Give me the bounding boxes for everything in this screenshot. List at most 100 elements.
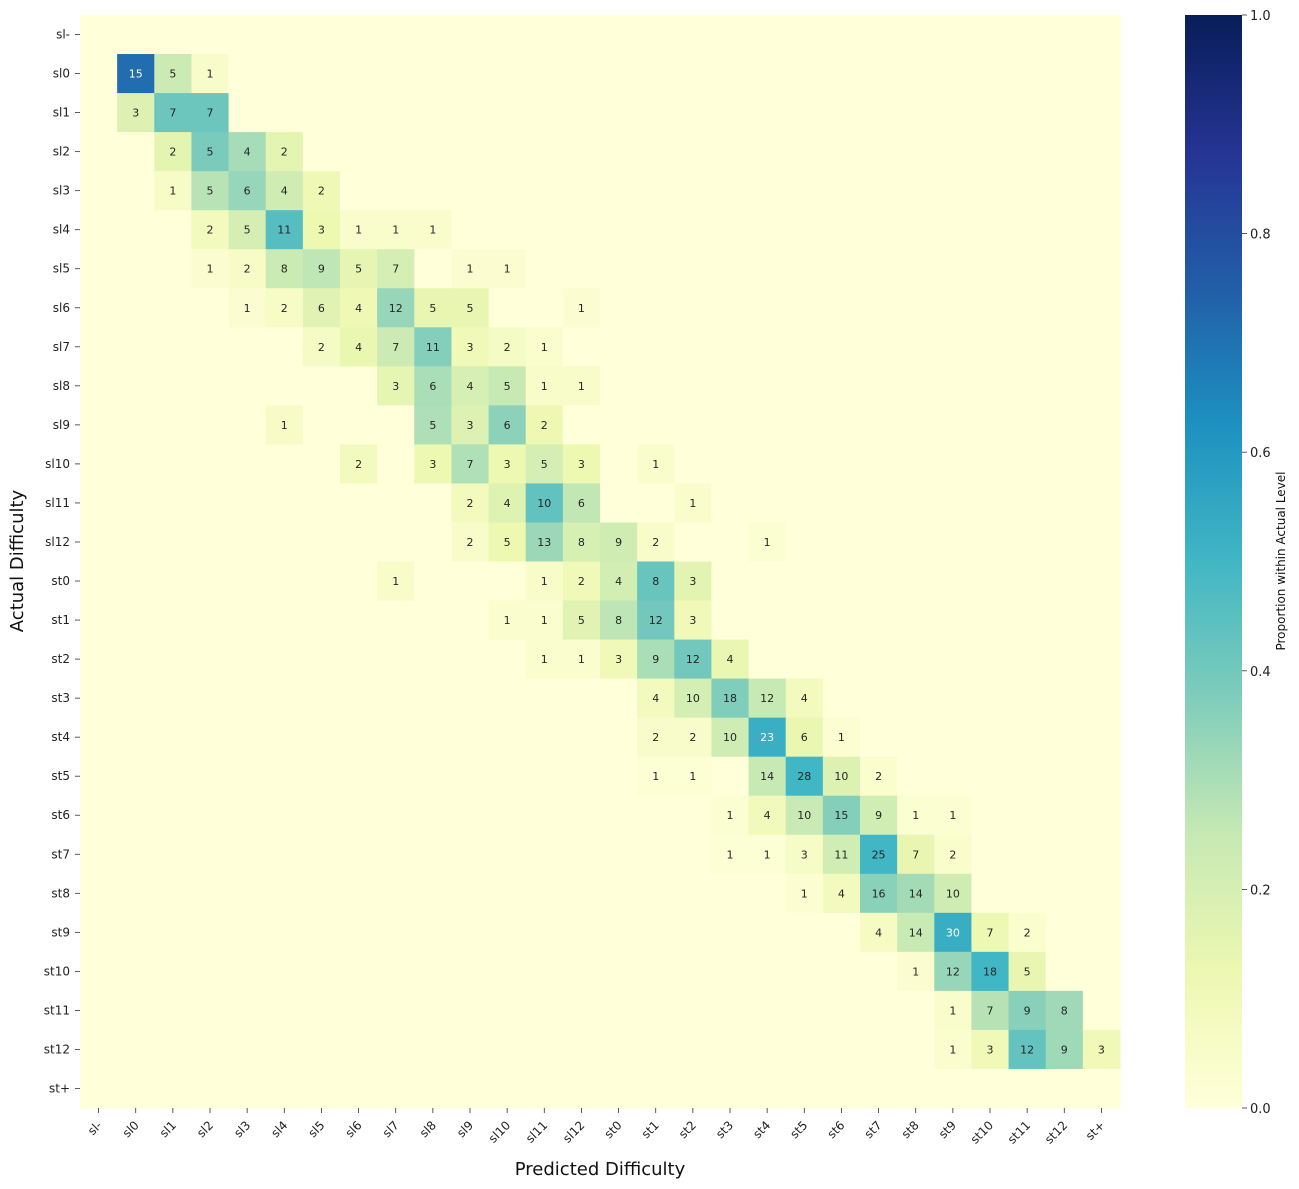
heatmap-cell — [600, 171, 638, 211]
heatmap-cell — [117, 405, 155, 445]
heatmap-cell — [711, 951, 750, 992]
heatmap-cell — [1082, 405, 1121, 445]
heatmap-cell — [822, 483, 861, 524]
heatmap-cell — [414, 54, 453, 94]
heatmap-cell — [600, 522, 638, 563]
heatmap-cell — [302, 951, 341, 992]
heatmap-cell — [191, 444, 230, 485]
x-tick-label: sl7 — [380, 1118, 402, 1140]
heatmap-cell — [302, 54, 341, 94]
heatmap-cell — [302, 15, 341, 55]
heatmap-cell — [265, 132, 304, 172]
heatmap-cell — [562, 405, 601, 445]
heatmap-cell — [340, 873, 378, 914]
heatmap-cell — [1082, 327, 1121, 367]
heatmap-cell — [302, 522, 341, 563]
cell-count-label: 18 — [983, 965, 997, 978]
heatmap-cell — [488, 15, 527, 55]
heatmap-cell — [897, 912, 935, 953]
colorbar-tick-label: 0.8 — [1250, 228, 1271, 243]
heatmap-cell — [971, 132, 1010, 172]
heatmap-cell — [822, 951, 861, 992]
cell-count-label: 2 — [318, 341, 325, 354]
heatmap-cell — [525, 249, 564, 289]
heatmap-cell — [414, 15, 453, 55]
heatmap-cell — [1082, 93, 1121, 133]
heatmap-cell — [1045, 522, 1084, 563]
heatmap-cell — [674, 951, 713, 992]
cell-count-label: 9 — [615, 536, 622, 549]
heatmap-cell — [228, 288, 267, 328]
cell-count-label: 9 — [652, 653, 659, 666]
heatmap-cell — [600, 951, 638, 992]
x-tick-label: st12 — [1042, 1118, 1070, 1146]
heatmap-cell — [265, 756, 304, 797]
heatmap-cell — [637, 873, 675, 914]
heatmap-cell — [637, 639, 675, 680]
cell-count-label: 10 — [797, 809, 811, 822]
heatmap-cell — [971, 405, 1010, 445]
heatmap-cell — [154, 1029, 193, 1070]
heatmap-cell — [600, 990, 638, 1031]
heatmap-cell — [1008, 288, 1047, 328]
heatmap-cell — [822, 15, 861, 55]
heatmap-cell — [1082, 288, 1121, 328]
heatmap-cell — [711, 600, 750, 641]
cell-count-label: 7 — [987, 1004, 994, 1017]
colorbar — [1185, 15, 1242, 1108]
heatmap-cell — [785, 678, 824, 719]
x-tick-label: sl11 — [523, 1118, 550, 1145]
heatmap-cell — [191, 249, 230, 289]
heatmap-cell — [637, 93, 675, 133]
heatmap-cell — [1082, 1068, 1121, 1109]
y-tick-label: sl6 — [53, 301, 70, 315]
heatmap-cell — [674, 54, 713, 94]
cell-count-label: 11 — [834, 848, 848, 861]
heatmap-cell — [934, 990, 973, 1031]
heatmap-cell — [80, 834, 118, 875]
y-tick-label: st6 — [51, 808, 70, 822]
heatmap-cell — [674, 210, 713, 250]
cell-count-label: 1 — [912, 809, 919, 822]
heatmap-cell — [414, 327, 453, 367]
heatmap-cell — [228, 93, 267, 133]
heatmap-cell — [822, 717, 861, 758]
heatmap-cell — [860, 756, 898, 797]
cell-count-label: 2 — [1024, 926, 1031, 939]
heatmap-cell — [637, 756, 675, 797]
heatmap-cell — [637, 990, 675, 1031]
heatmap-cell — [934, 93, 973, 133]
heatmap-cell — [897, 717, 935, 758]
heatmap-cell — [748, 210, 787, 250]
heatmap-cell — [600, 327, 638, 367]
x-tick-label: st2 — [676, 1118, 699, 1141]
heatmap-cell — [80, 15, 118, 55]
heatmap-cell — [191, 210, 230, 250]
colorbar-tick-label: 0.6 — [1250, 446, 1271, 461]
heatmap-cell — [191, 1068, 230, 1109]
heatmap-cell — [191, 327, 230, 367]
heatmap-cell — [971, 210, 1010, 250]
heatmap-cell — [785, 561, 824, 602]
cell-count-label: 12 — [686, 653, 700, 666]
heatmap-cell — [934, 132, 973, 172]
heatmap-cell — [748, 834, 787, 875]
heatmap-cell — [340, 444, 378, 485]
cell-count-label: 11 — [277, 224, 291, 237]
heatmap-cell — [80, 678, 118, 719]
heatmap-cell — [80, 54, 118, 94]
cell-count-label: 2 — [875, 770, 882, 783]
x-tick-label: sl8 — [417, 1118, 439, 1140]
cell-count-label: 4 — [727, 653, 734, 666]
heatmap-cell — [897, 1029, 935, 1070]
heatmap-cell — [1008, 1029, 1047, 1070]
cell-count-label: 8 — [615, 614, 622, 627]
cell-count-label: 1 — [541, 653, 548, 666]
heatmap-cell — [711, 132, 750, 172]
cell-count-label: 7 — [392, 341, 399, 354]
cell-count-label: 5 — [504, 380, 511, 393]
heatmap-cell — [1082, 171, 1121, 211]
heatmap-cell — [897, 210, 935, 250]
heatmap-cell — [414, 912, 453, 953]
heatmap-cell — [600, 15, 638, 55]
